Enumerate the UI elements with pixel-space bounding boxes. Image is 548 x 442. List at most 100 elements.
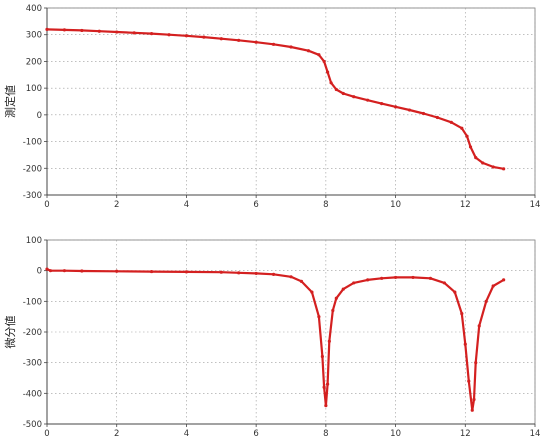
data-point: [491, 165, 495, 169]
data-point: [48, 269, 53, 273]
y-tick-label: 200: [26, 57, 42, 67]
data-point: [45, 267, 49, 271]
y-tick-label: 0: [37, 267, 42, 277]
y-tick-label: -100: [23, 297, 42, 307]
data-point: [366, 278, 370, 282]
data-point: [326, 382, 330, 386]
data-point: [289, 45, 293, 49]
data-point: [460, 312, 464, 316]
data-point: [80, 28, 84, 33]
y-tick-label: -100: [23, 138, 42, 148]
y-axis-label: 測定値: [3, 85, 17, 118]
data-point: [184, 34, 189, 38]
data-point: [237, 271, 241, 275]
data-point: [149, 269, 154, 274]
chart-2: -500 -400 -300 -200 -100 0 100 0 2 4 6 8 10 12 14 微分値: [3, 236, 540, 439]
data-point: [271, 272, 276, 276]
y-tick-label: 0: [37, 111, 42, 121]
data-point: [219, 270, 223, 274]
y-tick-label: 300: [26, 31, 42, 41]
data-point: [468, 145, 473, 149]
x-tick-label: 2: [114, 429, 119, 439]
data-point: [341, 91, 345, 96]
data-point: [411, 275, 415, 280]
data-point: [341, 287, 345, 291]
data-point: [317, 315, 321, 319]
x-tick-label: 2: [114, 200, 119, 210]
x-tick-label: 10: [390, 429, 401, 439]
data-point: [380, 102, 384, 106]
data-point: [202, 35, 206, 39]
y-tick-label: 400: [26, 4, 42, 14]
data-point: [327, 339, 331, 343]
data-point: [322, 385, 326, 389]
data-point: [453, 290, 457, 294]
x-tick-label: 14: [530, 429, 541, 439]
data-point: [481, 161, 485, 165]
data-point: [352, 95, 356, 99]
data-point: [484, 299, 488, 303]
data-point: [320, 354, 324, 359]
y-tick-label: -200: [23, 164, 42, 174]
y-tick-label: 100: [26, 84, 42, 94]
x-tick-label: 4: [184, 200, 189, 210]
data-point: [467, 379, 471, 383]
y-tick-label: -400: [23, 389, 42, 399]
data-point: [132, 31, 136, 35]
data-point: [326, 70, 330, 74]
data-point: [421, 111, 426, 116]
data-point: [472, 397, 476, 402]
data-point: [477, 324, 481, 328]
data-point: [329, 81, 333, 85]
data-point: [184, 270, 189, 274]
data-point: [474, 156, 478, 160]
data-point: [449, 120, 453, 124]
data-point: [465, 134, 469, 138]
data-point: [460, 126, 464, 130]
data-point: [115, 30, 119, 34]
data-point: [393, 105, 398, 109]
data-point: [352, 281, 356, 285]
plot-area: [46, 7, 536, 196]
y-axis-label: 微分値: [3, 316, 17, 349]
data-point: [470, 408, 474, 412]
x-tick-label: 8: [323, 200, 328, 210]
data-point: [380, 276, 384, 280]
data-point: [474, 361, 478, 365]
data-point: [289, 275, 293, 279]
data-point: [219, 37, 223, 41]
data-point: [299, 279, 304, 283]
data-point: [331, 308, 335, 313]
x-tick-label: 4: [184, 429, 189, 439]
data-point: [80, 269, 84, 273]
data-point: [237, 38, 241, 42]
data-point: [324, 404, 328, 408]
x-tick-label: 12: [460, 429, 471, 439]
data-point: [317, 53, 321, 57]
data-point: [334, 296, 338, 300]
data-point: [428, 276, 433, 280]
data-point: [463, 342, 467, 346]
data-point: [442, 281, 446, 285]
x-tick-label: 0: [44, 429, 49, 439]
data-point: [62, 269, 67, 273]
y-tick-label: -200: [23, 328, 42, 338]
data-point: [502, 167, 506, 171]
chart-1: -300 -200 -100 0 100 200 300 400 0 2 4 6 8 10 12 14 測定値: [3, 4, 540, 210]
x-tick-label: 6: [253, 200, 258, 210]
data-point: [322, 59, 326, 64]
y-tick-label: -500: [23, 420, 42, 430]
data-point: [393, 275, 398, 280]
x-tick-label: 6: [253, 429, 258, 439]
y-tick-label: 100: [26, 236, 42, 246]
data-point: [254, 40, 258, 44]
data-point: [254, 271, 258, 276]
data-point: [310, 290, 314, 294]
data-point: [491, 284, 495, 288]
data-point: [45, 27, 49, 31]
y-tick-label: -300: [23, 191, 42, 201]
x-tick-label: 8: [323, 429, 328, 439]
data-point: [62, 28, 67, 32]
data-point: [407, 108, 412, 112]
